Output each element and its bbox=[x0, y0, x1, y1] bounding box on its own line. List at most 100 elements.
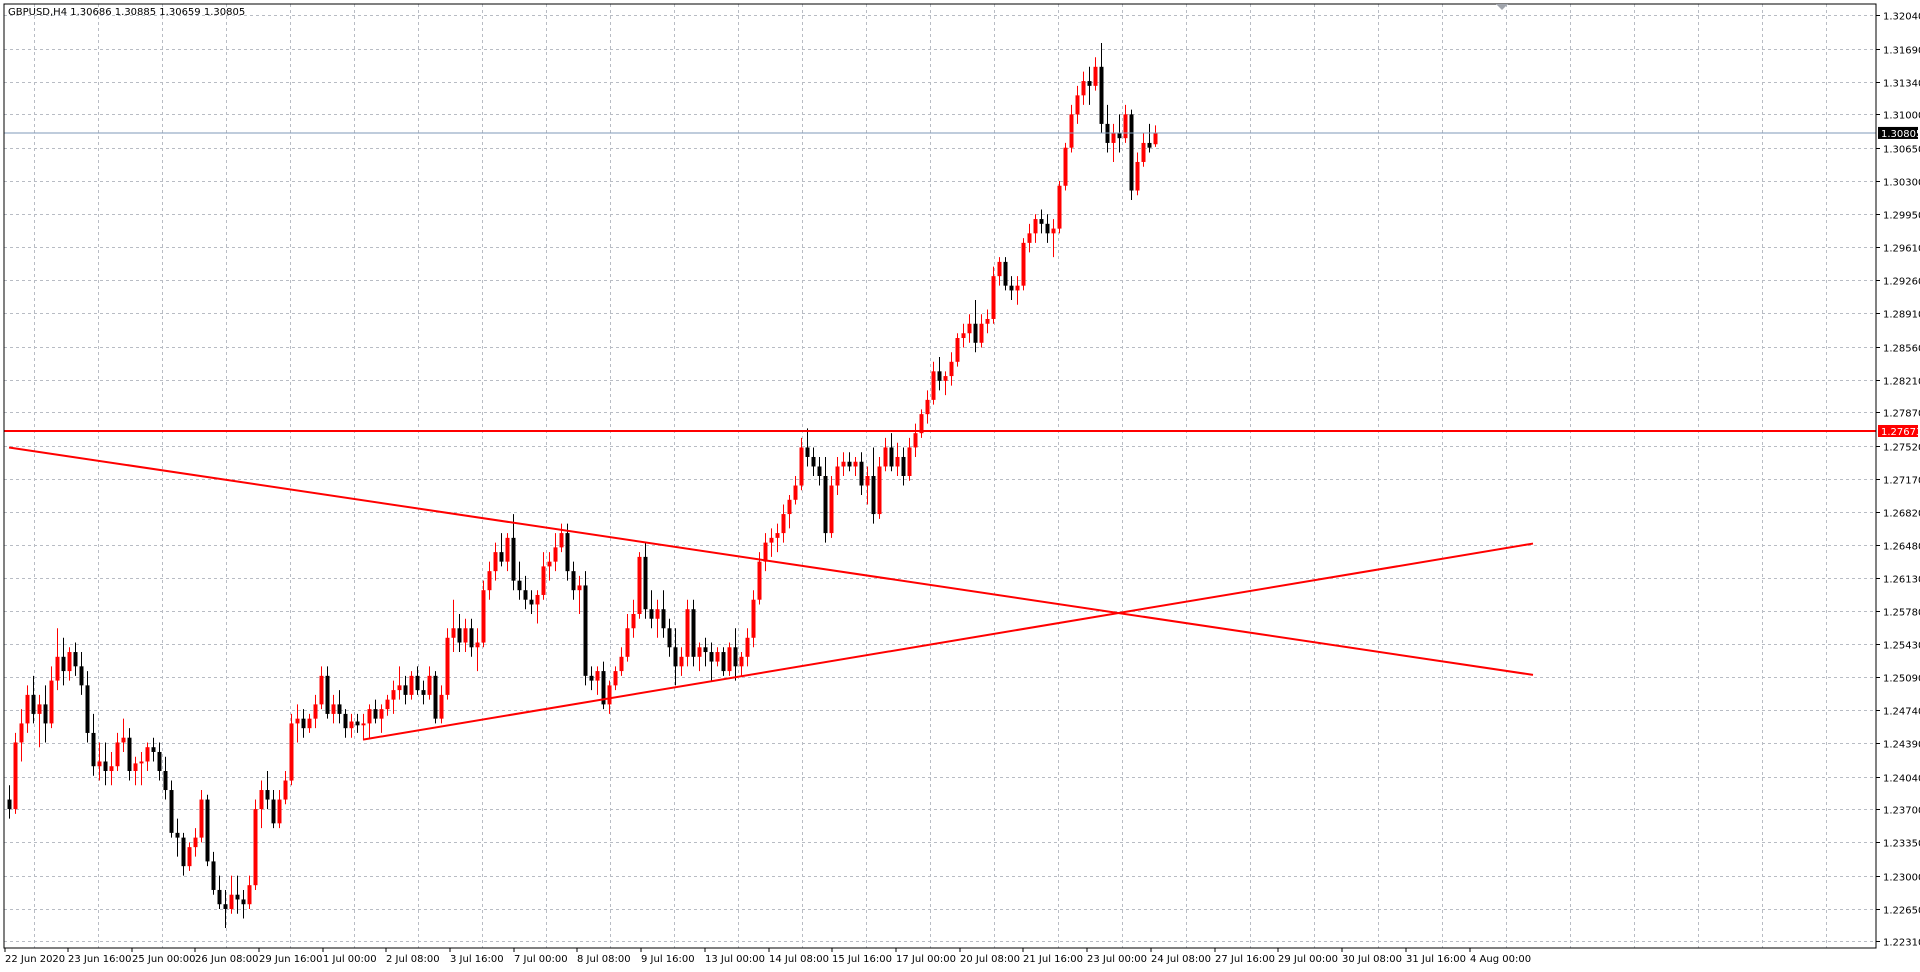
candle-body bbox=[85, 685, 90, 733]
candle-body bbox=[595, 671, 600, 681]
candle-body bbox=[133, 763, 138, 771]
candle-body bbox=[223, 904, 228, 909]
candle bbox=[511, 514, 516, 591]
candle-body bbox=[277, 799, 282, 824]
candle bbox=[7, 785, 12, 819]
price-axis-label: 1.22650 bbox=[1883, 906, 1920, 917]
price-axis-label: 1.23700 bbox=[1883, 806, 1920, 817]
candle bbox=[1003, 257, 1008, 291]
candle bbox=[565, 523, 570, 581]
candle bbox=[259, 780, 264, 829]
price-axis-label: 1.25780 bbox=[1883, 608, 1920, 619]
candle-body bbox=[343, 713, 348, 729]
candle-body bbox=[649, 609, 654, 619]
candle bbox=[235, 875, 240, 914]
candle-body bbox=[895, 456, 900, 467]
candle bbox=[85, 671, 90, 743]
candle-body bbox=[745, 637, 750, 657]
candle bbox=[871, 447, 876, 524]
candle bbox=[151, 737, 156, 762]
candle-body bbox=[709, 652, 714, 662]
candle-body bbox=[1093, 66, 1098, 86]
candle-body bbox=[535, 594, 540, 605]
candle-body bbox=[673, 647, 678, 667]
candle-body bbox=[631, 613, 636, 629]
candle bbox=[1135, 152, 1140, 196]
candle bbox=[1057, 181, 1062, 234]
candle-body bbox=[121, 737, 126, 743]
price-axis-label: 1.23350 bbox=[1883, 839, 1920, 850]
time-axis-label: 29 Jul 00:00 bbox=[1278, 954, 1338, 965]
candle bbox=[37, 694, 42, 748]
candle bbox=[1111, 123, 1116, 162]
candle-body bbox=[241, 899, 246, 905]
candle-body bbox=[1033, 219, 1038, 234]
candle bbox=[967, 314, 972, 343]
candle bbox=[313, 694, 318, 729]
grid-lines bbox=[4, 4, 1876, 948]
candle-body bbox=[187, 847, 192, 867]
candle-body bbox=[169, 790, 174, 833]
candle bbox=[1069, 104, 1074, 153]
trendline-overlays[interactable] bbox=[4, 132, 1876, 741]
candle-body bbox=[739, 656, 744, 667]
candle bbox=[907, 437, 912, 481]
time-axis-label: 4 Aug 00:00 bbox=[1470, 954, 1531, 965]
candle-body bbox=[103, 761, 108, 771]
candle-body bbox=[961, 333, 966, 339]
candle bbox=[271, 790, 276, 829]
candle bbox=[847, 452, 852, 472]
candle-body bbox=[805, 447, 810, 457]
candle bbox=[343, 709, 348, 738]
candle bbox=[307, 713, 312, 733]
candle bbox=[991, 266, 996, 324]
candle bbox=[571, 561, 576, 600]
candle bbox=[349, 713, 354, 738]
candle-body bbox=[79, 666, 84, 686]
candle bbox=[181, 832, 186, 876]
candle bbox=[43, 685, 48, 743]
candle bbox=[67, 647, 72, 681]
candle bbox=[1153, 125, 1158, 147]
candle bbox=[1039, 209, 1044, 234]
candle-body bbox=[925, 399, 930, 415]
candle-body bbox=[373, 709, 378, 719]
candle bbox=[1147, 123, 1152, 153]
candle-body bbox=[1063, 147, 1068, 186]
candle bbox=[625, 613, 630, 662]
candle-body bbox=[1027, 233, 1032, 243]
candle-body bbox=[817, 466, 822, 476]
candle bbox=[1045, 214, 1050, 243]
candle-body bbox=[883, 447, 888, 467]
candle-body bbox=[451, 628, 456, 638]
candle-body bbox=[661, 609, 666, 629]
candle bbox=[781, 504, 786, 543]
candle-body bbox=[127, 737, 132, 771]
candle-body bbox=[493, 552, 498, 572]
candle bbox=[49, 666, 54, 729]
candle-body bbox=[1099, 66, 1104, 124]
candle bbox=[211, 851, 216, 895]
candle bbox=[619, 647, 624, 676]
price-axis[interactable]: 1.32040 1.31690 1.31340 1.31000 1.30650 1.303… bbox=[1876, 12, 1920, 949]
candle bbox=[985, 309, 990, 334]
price-axis-label: 1.24390 bbox=[1883, 740, 1920, 751]
trendline[interactable] bbox=[362, 542, 1534, 741]
candle-body bbox=[481, 590, 486, 643]
candle bbox=[241, 889, 246, 919]
candle-body bbox=[49, 680, 54, 724]
candle-body bbox=[931, 371, 936, 400]
time-axis[interactable]: 22 Jun 2020 23 Jun 16:00 25 Jun 00:00 26 Ju… bbox=[4, 948, 1531, 965]
shift-marker-icon[interactable] bbox=[1496, 4, 1508, 10]
candle-body bbox=[1117, 133, 1122, 139]
candle bbox=[751, 590, 756, 648]
candle bbox=[997, 257, 1002, 286]
trendline[interactable] bbox=[8, 446, 1534, 676]
candle bbox=[13, 732, 18, 814]
candle bbox=[187, 842, 192, 871]
candle bbox=[73, 642, 78, 676]
price-axis-label: 1.25090 bbox=[1883, 674, 1920, 685]
candle-body bbox=[997, 261, 1002, 277]
